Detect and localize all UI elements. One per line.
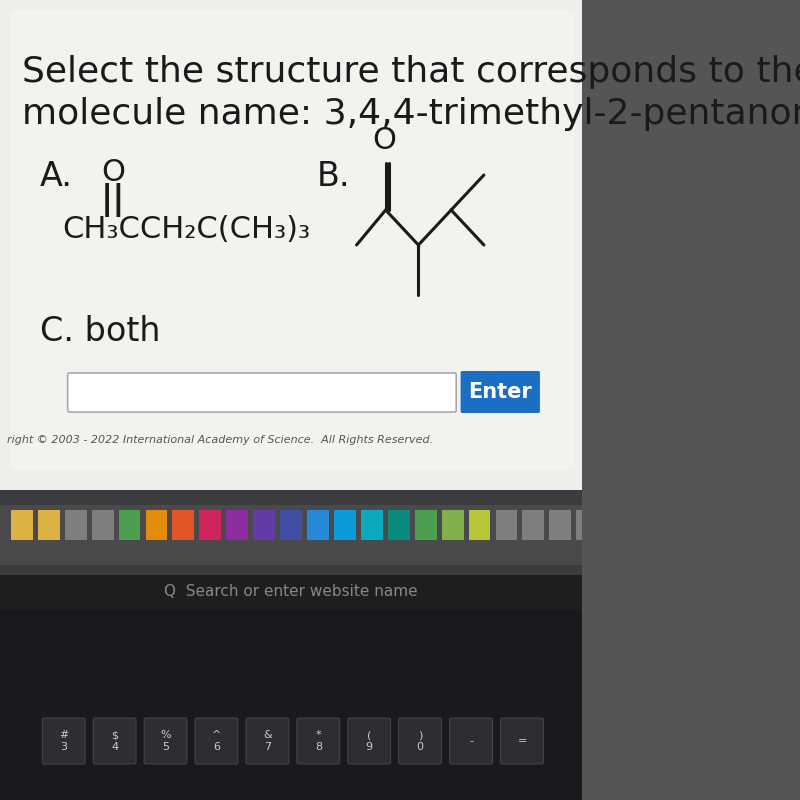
FancyBboxPatch shape [450,718,493,764]
Text: Enter: Enter [468,382,532,402]
Bar [38,510,60,540]
Bar [388,510,410,540]
Text: %
5: % 5 [160,730,171,752]
Bar [0,505,582,565]
Bar [0,575,582,610]
Bar [0,610,582,800]
Bar [226,510,248,540]
Bar [442,510,463,540]
FancyBboxPatch shape [501,718,543,764]
FancyBboxPatch shape [297,718,340,764]
Bar [199,510,222,540]
Text: C. both: C. both [40,315,161,348]
Text: Select the structure that corresponds to the: Select the structure that corresponds to… [22,55,800,89]
Bar [576,510,598,540]
Text: #
3: # 3 [59,730,68,752]
Bar [550,510,571,540]
Bar [469,510,490,540]
Text: ||: || [101,183,125,217]
FancyBboxPatch shape [461,371,540,413]
Bar [118,510,141,540]
FancyBboxPatch shape [398,718,442,764]
Bar [0,0,582,490]
Bar [307,510,329,540]
Bar [92,510,114,540]
Text: A.: A. [40,160,73,193]
Bar [11,510,33,540]
Bar [11,10,575,470]
FancyBboxPatch shape [195,718,238,764]
Text: -: - [469,736,473,746]
Text: *
8: * 8 [314,730,322,752]
Text: )
0: ) 0 [417,730,424,752]
Bar [414,510,437,540]
FancyBboxPatch shape [42,718,85,764]
FancyBboxPatch shape [68,373,456,412]
FancyBboxPatch shape [246,718,289,764]
Text: O: O [101,158,125,187]
FancyBboxPatch shape [348,718,390,764]
Bar [173,510,194,540]
Bar [254,510,275,540]
FancyBboxPatch shape [93,718,136,764]
Text: $
4: $ 4 [111,730,118,752]
Bar [334,510,356,540]
Bar [146,510,167,540]
Text: CH₃CCH₂C(CH₃)₃: CH₃CCH₂C(CH₃)₃ [62,215,310,244]
Bar [0,490,582,575]
Text: ^
6: ^ 6 [212,730,221,752]
Text: right © 2003 - 2022 International Academy of Science.  All Rights Reserved.: right © 2003 - 2022 International Academ… [7,435,434,445]
Text: Q  Search or enter website name: Q Search or enter website name [164,585,418,599]
Text: (
9: ( 9 [366,730,373,752]
Text: molecule name: 3,4,4-trimethyl-2-pentanone: molecule name: 3,4,4-trimethyl-2-pentano… [22,97,800,131]
Text: &
7: & 7 [263,730,272,752]
Bar [495,510,518,540]
Text: O: O [372,126,396,155]
Bar [361,510,382,540]
FancyBboxPatch shape [144,718,187,764]
Text: =: = [518,736,526,746]
Text: B.: B. [317,160,350,193]
Bar [522,510,544,540]
Bar [65,510,86,540]
Bar [280,510,302,540]
